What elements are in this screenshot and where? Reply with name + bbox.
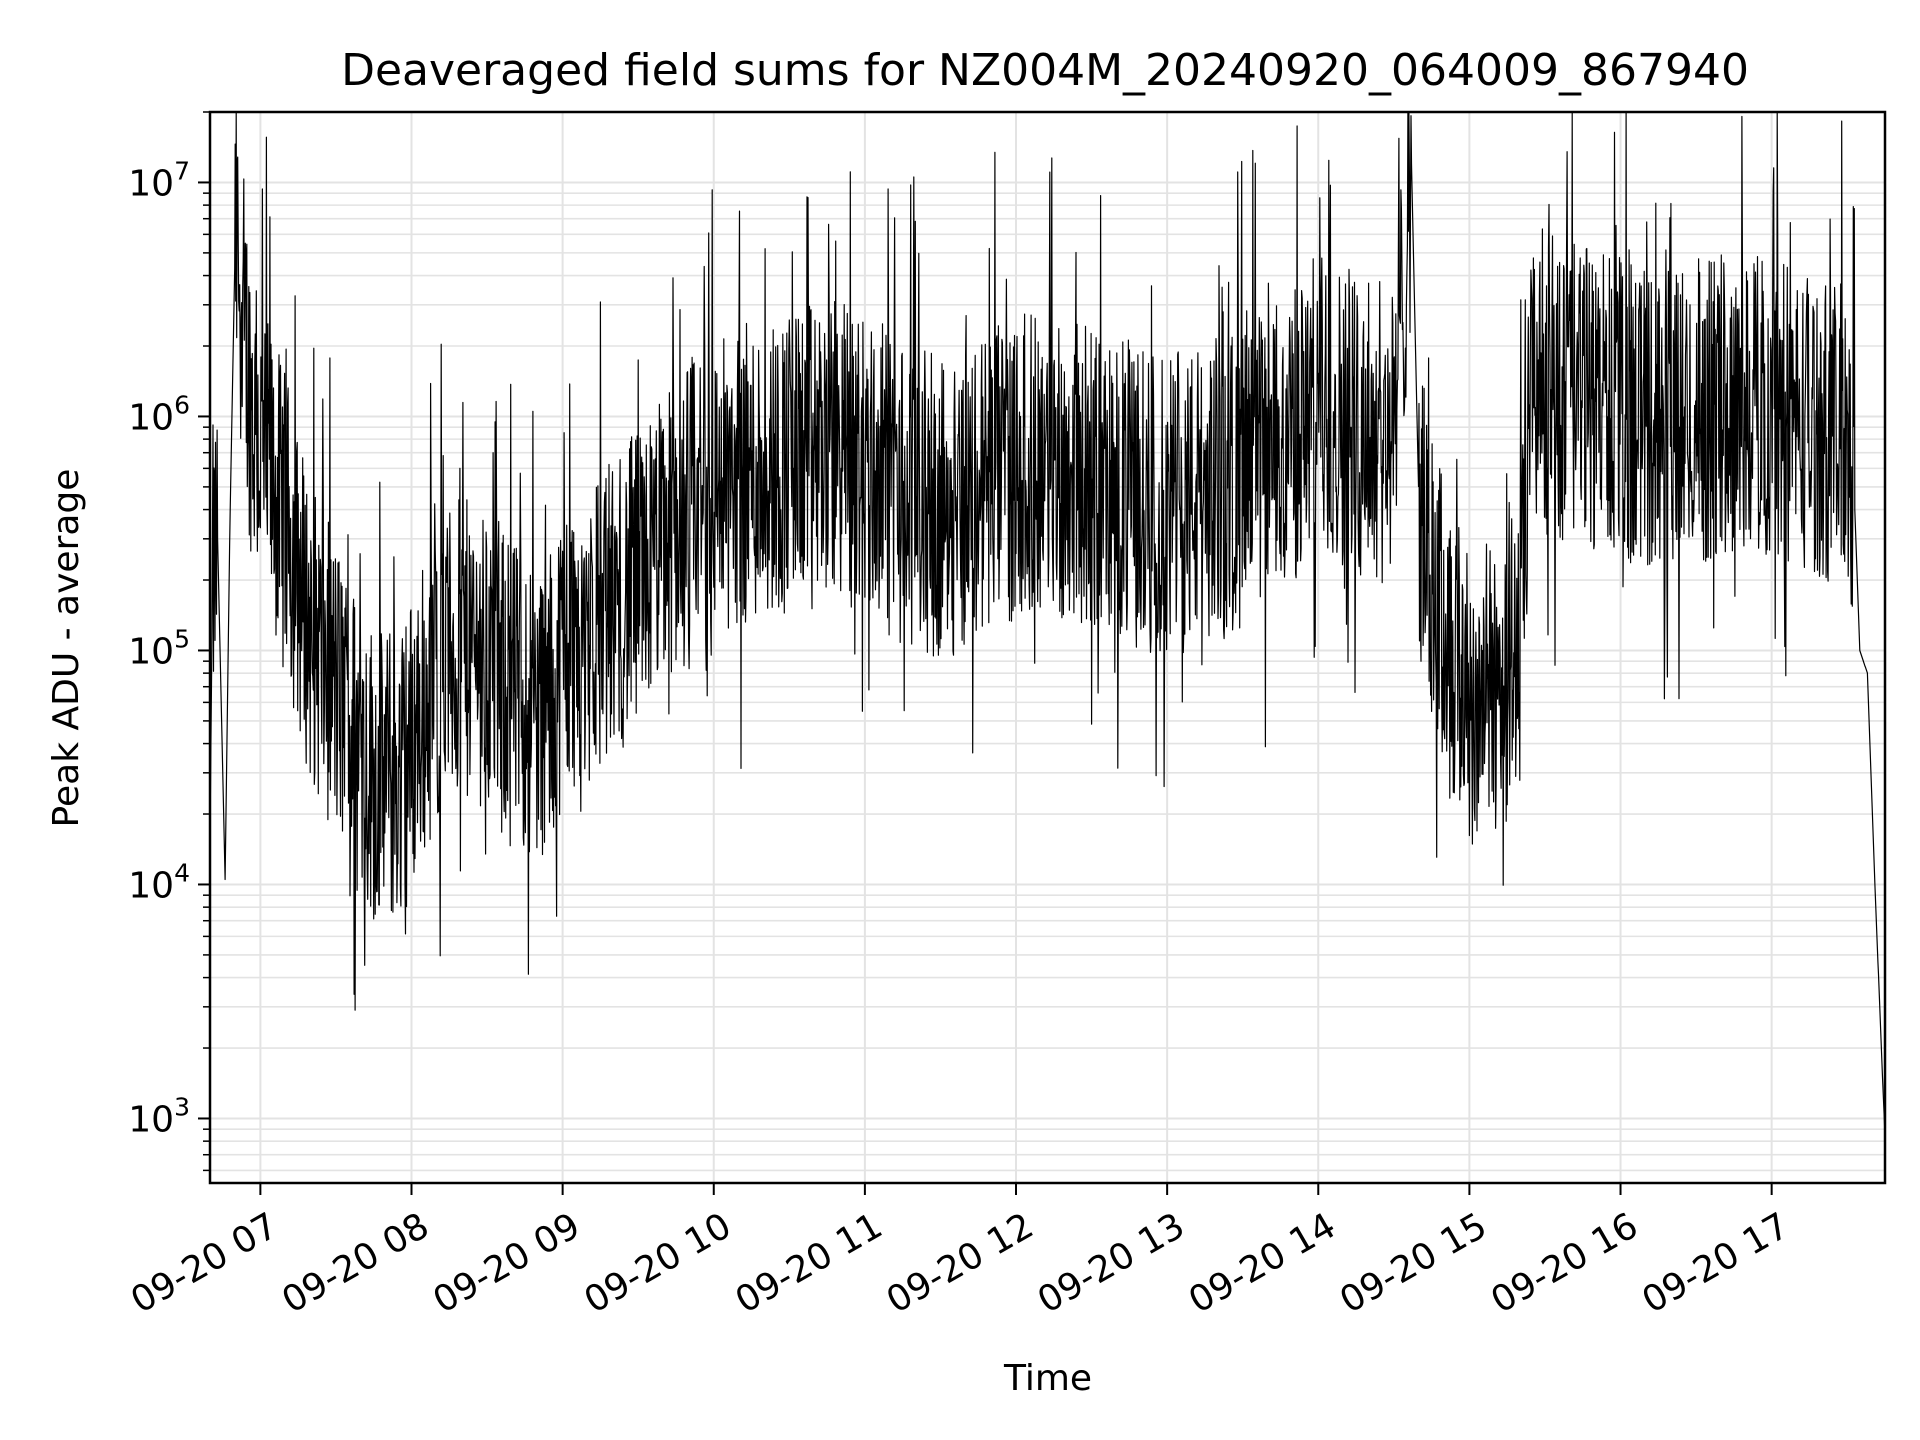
x-axis-label: Time <box>1003 1358 1092 1399</box>
plot-frame <box>208 110 1887 1185</box>
y-tick-label: 103 <box>128 1092 190 1140</box>
series-line <box>209 111 1886 1136</box>
series-layer <box>209 111 1886 1136</box>
chart-title: Deaveraged field sums for NZ004M_2024092… <box>341 45 1749 96</box>
y-tick-label: 107 <box>128 156 190 204</box>
y-tick-label: 106 <box>128 390 190 438</box>
y-axis: 103 104 105 106 107 <box>128 111 210 1172</box>
y-axis-label: Peak ADU - average <box>46 469 87 828</box>
y-tick-label: 104 <box>128 858 190 906</box>
y-tick-label: 105 <box>128 624 190 672</box>
